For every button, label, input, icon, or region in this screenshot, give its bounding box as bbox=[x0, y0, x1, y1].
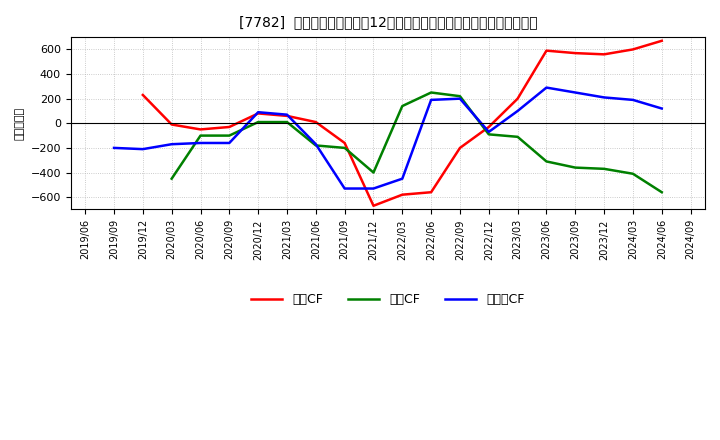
Line: 投賃CF: 投賃CF bbox=[171, 92, 662, 192]
Y-axis label: （百万円）: （百万円） bbox=[15, 107, 25, 140]
Title: [7782]  キャッシュフローの12か月移動合計の対前年同期増減額の推移: [7782] キャッシュフローの12か月移動合計の対前年同期増減額の推移 bbox=[238, 15, 537, 29]
投賃CF bbox=[398, 103, 407, 109]
営業CF bbox=[398, 192, 407, 197]
フリーCF bbox=[427, 97, 436, 103]
フリーCF bbox=[341, 186, 349, 191]
投賃CF bbox=[427, 90, 436, 95]
フリーCF bbox=[542, 85, 551, 90]
営業CF bbox=[427, 190, 436, 195]
営業CF bbox=[456, 145, 464, 150]
投賃CF bbox=[456, 94, 464, 99]
営業CF bbox=[138, 92, 147, 98]
Legend: 営業CF, 投賃CF, フリーCF: 営業CF, 投賃CF, フリーCF bbox=[246, 288, 530, 311]
フリーCF bbox=[138, 147, 147, 152]
営業CF bbox=[513, 96, 522, 101]
フリーCF bbox=[398, 176, 407, 181]
投賃CF bbox=[225, 133, 234, 138]
投賃CF bbox=[254, 119, 263, 125]
営業CF bbox=[196, 127, 204, 132]
営業CF bbox=[485, 125, 493, 130]
営業CF bbox=[542, 48, 551, 53]
営業CF bbox=[341, 140, 349, 146]
投賃CF bbox=[167, 176, 176, 181]
フリーCF bbox=[283, 112, 292, 117]
営業CF bbox=[657, 38, 666, 44]
投賃CF bbox=[600, 166, 608, 172]
フリーCF bbox=[167, 142, 176, 147]
投賃CF bbox=[312, 143, 320, 148]
投賃CF bbox=[341, 145, 349, 150]
フリーCF bbox=[600, 95, 608, 100]
Line: 営業CF: 営業CF bbox=[143, 41, 662, 206]
フリーCF bbox=[225, 140, 234, 146]
投賃CF bbox=[542, 159, 551, 164]
フリーCF bbox=[109, 145, 118, 150]
フリーCF bbox=[254, 110, 263, 115]
Line: フリーCF: フリーCF bbox=[114, 88, 662, 188]
フリーCF bbox=[629, 97, 637, 103]
フリーCF bbox=[657, 106, 666, 111]
フリーCF bbox=[196, 140, 204, 146]
投賃CF bbox=[513, 134, 522, 139]
投賃CF bbox=[196, 133, 204, 138]
投賃CF bbox=[629, 171, 637, 176]
営業CF bbox=[254, 111, 263, 116]
フリーCF bbox=[369, 186, 378, 191]
投賃CF bbox=[657, 190, 666, 195]
投賃CF bbox=[369, 170, 378, 175]
営業CF bbox=[225, 125, 234, 130]
フリーCF bbox=[571, 90, 580, 95]
投賃CF bbox=[485, 132, 493, 137]
営業CF bbox=[369, 203, 378, 209]
営業CF bbox=[600, 52, 608, 57]
営業CF bbox=[571, 51, 580, 56]
投賃CF bbox=[571, 165, 580, 170]
投賃CF bbox=[283, 119, 292, 125]
フリーCF bbox=[485, 129, 493, 135]
営業CF bbox=[167, 122, 176, 127]
フリーCF bbox=[513, 108, 522, 114]
フリーCF bbox=[312, 142, 320, 147]
営業CF bbox=[629, 47, 637, 52]
営業CF bbox=[283, 113, 292, 118]
フリーCF bbox=[456, 96, 464, 101]
営業CF bbox=[312, 119, 320, 125]
